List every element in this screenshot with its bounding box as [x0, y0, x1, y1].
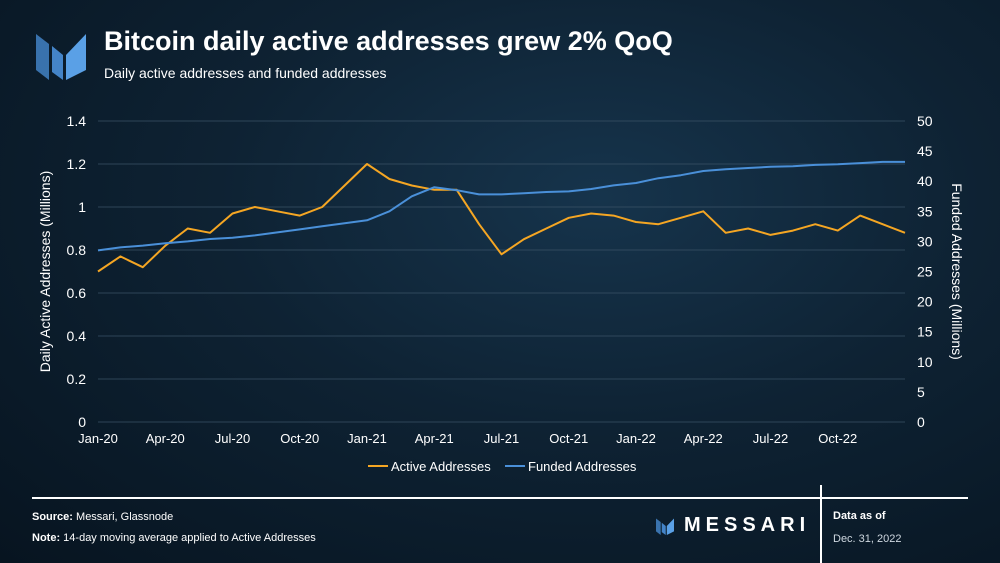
- funded-addresses-line: [97, 160, 905, 252]
- x-tick-label: Jan-21: [347, 431, 387, 446]
- y2-tick-label: 0: [917, 414, 925, 430]
- x-tick-label: Oct-20: [280, 431, 319, 446]
- x-tick-label: Jul-21: [484, 431, 519, 446]
- note-text: 14-day moving average applied to Active …: [63, 532, 316, 544]
- chart-title: Bitcoin daily active addresses grew 2% Q…: [104, 26, 673, 56]
- footer-divider: [32, 497, 968, 499]
- y-tick-label: 1.4: [67, 113, 87, 129]
- chart-subtitle: Daily active addresses and funded addres…: [104, 65, 387, 81]
- footer-vertical-divider: [820, 485, 822, 563]
- line-chart: 0 0.2 0.4 0.6 0.8 1 1.2 1.4 0 5 10 15 20 25 30 35 40 45 50…: [37, 113, 965, 474]
- y2-tick-label: 20: [917, 294, 933, 310]
- y-tick-label: 1.2: [67, 156, 87, 172]
- y2-tick-label: 15: [917, 324, 933, 340]
- x-tick-label: Jul-20: [215, 431, 250, 446]
- y2-tick-label: 5: [917, 384, 925, 400]
- active-addresses-line: [97, 163, 906, 273]
- note-label: Note:: [32, 532, 61, 544]
- x-tick-label: Jul-22: [753, 431, 788, 446]
- messari-logo-icon: [36, 34, 86, 80]
- x-tick-label: Oct-21: [549, 431, 588, 446]
- legend-label: Active Addresses: [391, 459, 491, 474]
- y2-tick-label: 35: [917, 203, 933, 219]
- brand-logo: MESSARI: [656, 514, 810, 537]
- footnote: Note: 14-day moving average applied to A…: [32, 532, 316, 544]
- y2-tick-label: 45: [917, 143, 933, 159]
- y2-tick-label: 50: [917, 113, 933, 129]
- y-tick-label: 0.2: [67, 371, 87, 387]
- y-tick-label: 0.8: [67, 242, 87, 258]
- x-tick-label: Jan-20: [78, 431, 118, 446]
- y-tick-label: 0.6: [67, 285, 87, 301]
- messari-mark-icon: [656, 517, 674, 535]
- y2-tick-label: 30: [917, 233, 933, 249]
- x-tick-label: Apr-21: [415, 431, 454, 446]
- y2-axis-title: Funded Addresses (Millions): [949, 183, 965, 360]
- data-as-of-date: Dec. 31, 2022: [833, 533, 902, 545]
- x-tick-label: Apr-22: [684, 431, 723, 446]
- data-as-of-label: Data as of: [833, 510, 886, 522]
- y-tick-label: 0: [78, 414, 86, 430]
- source-label: Source:: [32, 511, 73, 523]
- source-note: Source: Messari, Glassnode: [32, 511, 173, 523]
- x-tick-label: Jan-22: [616, 431, 656, 446]
- y2-tick-label: 25: [917, 264, 933, 280]
- brand-name: MESSARI: [684, 514, 811, 536]
- y-tick-label: 1: [78, 199, 86, 215]
- x-tick-label: Oct-22: [818, 431, 857, 446]
- y-tick-label: 0.4: [67, 328, 87, 344]
- legend-label: Funded Addresses: [528, 459, 637, 474]
- y-axis-title: Daily Active Addresses (Millions): [37, 171, 53, 373]
- y2-tick-label: 40: [917, 173, 933, 189]
- source-text: Messari, Glassnode: [76, 511, 174, 523]
- y2-tick-label: 10: [917, 354, 933, 370]
- x-tick-label: Apr-20: [146, 431, 185, 446]
